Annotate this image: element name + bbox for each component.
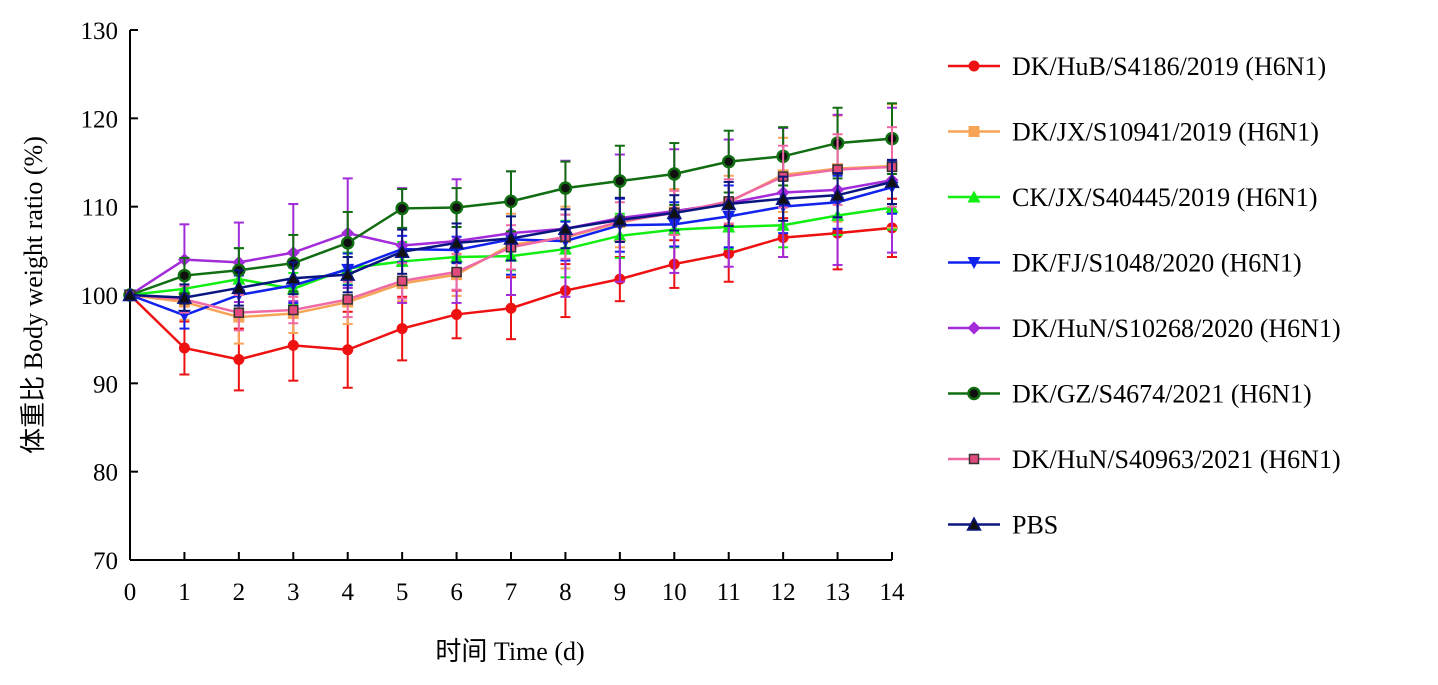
chart-series-layer [122,102,900,392]
x-tick-label: 5 [396,579,409,606]
x-tick-label: 12 [771,579,796,606]
x-tick-label: 7 [505,579,518,606]
data-point [288,304,299,316]
legend-label: DK/HuB/S4186/2019 (H6N1) [1012,52,1326,81]
legend-item: DK/HuN/S10268/2020 (H6N1) [948,314,1341,343]
legend-marker [966,516,982,531]
legend-label: DK/HuN/S40963/2021 (H6N1) [1012,445,1341,474]
y-tick-label: 130 [81,18,119,45]
data-point [448,234,465,250]
data-point [667,167,682,181]
y-axis-title: 体重比 Body weight ratio (%) [19,136,48,454]
data-point [451,266,462,278]
data-point [340,236,355,250]
data-point [720,195,737,211]
data-point [176,289,193,304]
legend-label: DK/JX/S10941/2019 (H6N1) [1012,118,1319,147]
data-point [342,294,353,305]
y-tick-label: 70 [93,548,118,575]
x-tick-label: 1 [178,579,191,606]
data-point [342,344,354,356]
data-point [449,200,464,215]
legend-label: CK/JX/S40445/2019 (H6N1) [1012,183,1318,212]
data-point [721,154,736,169]
data-point [395,201,409,216]
legend-item: DK/JX/S10941/2019 (H6N1) [948,118,1319,147]
legend-label: DK/GZ/S4674/2021 (H6N1) [1012,380,1312,409]
legend-item: DK/HuN/S40963/2021 (H6N1) [948,445,1341,474]
data-point [613,174,627,188]
series-group [122,158,900,312]
data-point [122,286,138,302]
data-point [285,270,302,285]
legend-marker [967,321,981,335]
data-point [231,279,247,295]
data-point [396,323,408,335]
data-point [666,204,683,220]
data-point [177,268,192,283]
y-tick-label: 80 [93,460,118,487]
x-tick-label: 6 [450,579,463,606]
legend-marker [967,190,981,203]
data-point [339,266,356,281]
data-point [233,353,245,365]
legend-label: PBS [1012,511,1058,540]
legend-label: DK/FJ/S1048/2020 (H6N1) [1012,249,1302,278]
legend-item: CK/JX/S40445/2019 (H6N1) [948,183,1318,212]
x-tick-label: 8 [559,579,572,606]
x-tick-label: 11 [717,579,741,606]
y-tick-label: 120 [81,106,119,133]
legend-marker [968,60,980,72]
data-point [503,230,519,245]
data-point [451,308,463,320]
data-point [396,275,408,287]
legend-item: PBS [948,511,1058,540]
data-point [829,187,846,202]
legend-label: DK/HuN/S10268/2020 (H6N1) [1012,314,1341,343]
data-point [178,342,190,354]
x-tick-label: 13 [825,579,850,606]
x-tick-label: 0 [124,579,137,606]
data-point [233,307,245,318]
x-tick-label: 14 [880,579,906,606]
legend-item: DK/FJ/S1048/2020 (H6N1) [948,249,1302,278]
legend-marker [968,126,980,137]
data-point [504,194,518,209]
data-point [775,190,791,205]
legend-item: DK/GZ/S4674/2021 (H6N1) [948,380,1312,409]
data-point [557,220,574,235]
data-point [287,339,299,351]
legend-marker [968,453,980,465]
data-point [884,173,900,189]
chart-legend: DK/HuB/S4186/2019 (H6N1) DK/JX/S10941/201… [948,52,1341,540]
data-point [612,211,628,227]
y-tick-label: 90 [93,371,118,398]
x-tick-label: 3 [287,579,300,606]
data-point [394,243,410,258]
y-tick-label: 110 [81,195,118,222]
data-point [558,181,573,195]
x-tick-label: 4 [341,579,354,606]
legend-item: DK/HuB/S4186/2019 (H6N1) [948,52,1326,81]
x-axis-title: 时间 Time (d) [435,637,584,666]
x-tick-label: 10 [662,579,687,606]
x-tick-label: 9 [614,579,627,606]
legend-marker [967,386,981,401]
x-tick-label: 2 [233,579,246,606]
y-tick-label: 100 [81,283,119,310]
legend-marker [967,257,981,269]
data-point [505,302,517,314]
